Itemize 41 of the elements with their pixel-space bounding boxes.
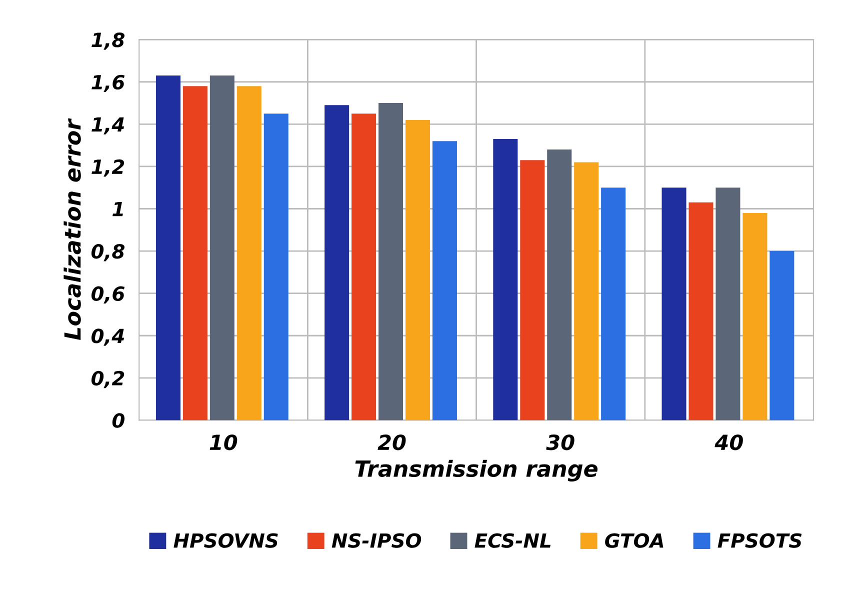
bar <box>574 162 599 420</box>
bar <box>547 150 572 420</box>
bar <box>210 76 234 420</box>
y-tick-label: 0 <box>112 413 125 428</box>
y-tick-label: 1,6 <box>92 74 125 92</box>
bar <box>432 141 457 420</box>
bar <box>742 212 768 420</box>
bar <box>601 188 626 420</box>
bar <box>493 138 518 420</box>
y-tick-label: 0,2 <box>91 370 124 388</box>
y-tick-label: 1,4 <box>92 117 124 134</box>
legend-label: FPSOTS <box>718 533 802 548</box>
bar <box>352 114 376 420</box>
bar <box>182 86 208 420</box>
legend-label: NS-IPSO <box>332 533 422 548</box>
x-axis-title: Transmission range <box>355 460 598 482</box>
bar <box>770 251 794 420</box>
x-tick-label: 20 <box>378 434 406 450</box>
y-tick-label: 0,8 <box>91 244 124 262</box>
bar <box>688 202 714 420</box>
bar <box>236 86 262 420</box>
x-tick-label: 10 <box>210 434 238 450</box>
bar <box>520 160 545 420</box>
bar <box>378 103 404 420</box>
bar <box>324 105 350 420</box>
legend-label: ECS-NL <box>474 533 550 548</box>
x-tick-label: 40 <box>714 434 743 450</box>
legend-label: GTOA <box>605 533 664 548</box>
y-tick-label: 0,6 <box>91 286 125 304</box>
bar <box>264 114 288 420</box>
bar <box>662 188 686 420</box>
y-tick-label: 1,8 <box>92 32 124 50</box>
y-tick-label: 1 <box>112 202 123 216</box>
bar <box>156 76 180 420</box>
x-tick-label: 30 <box>546 434 574 450</box>
bar <box>716 188 740 420</box>
legend-label: HPSOVNS <box>174 533 278 548</box>
y-tick-label: 0,4 <box>91 328 124 346</box>
y-tick-label: 1,2 <box>92 159 124 177</box>
y-axis-title: Localization error <box>64 118 81 340</box>
bar <box>405 120 430 420</box>
